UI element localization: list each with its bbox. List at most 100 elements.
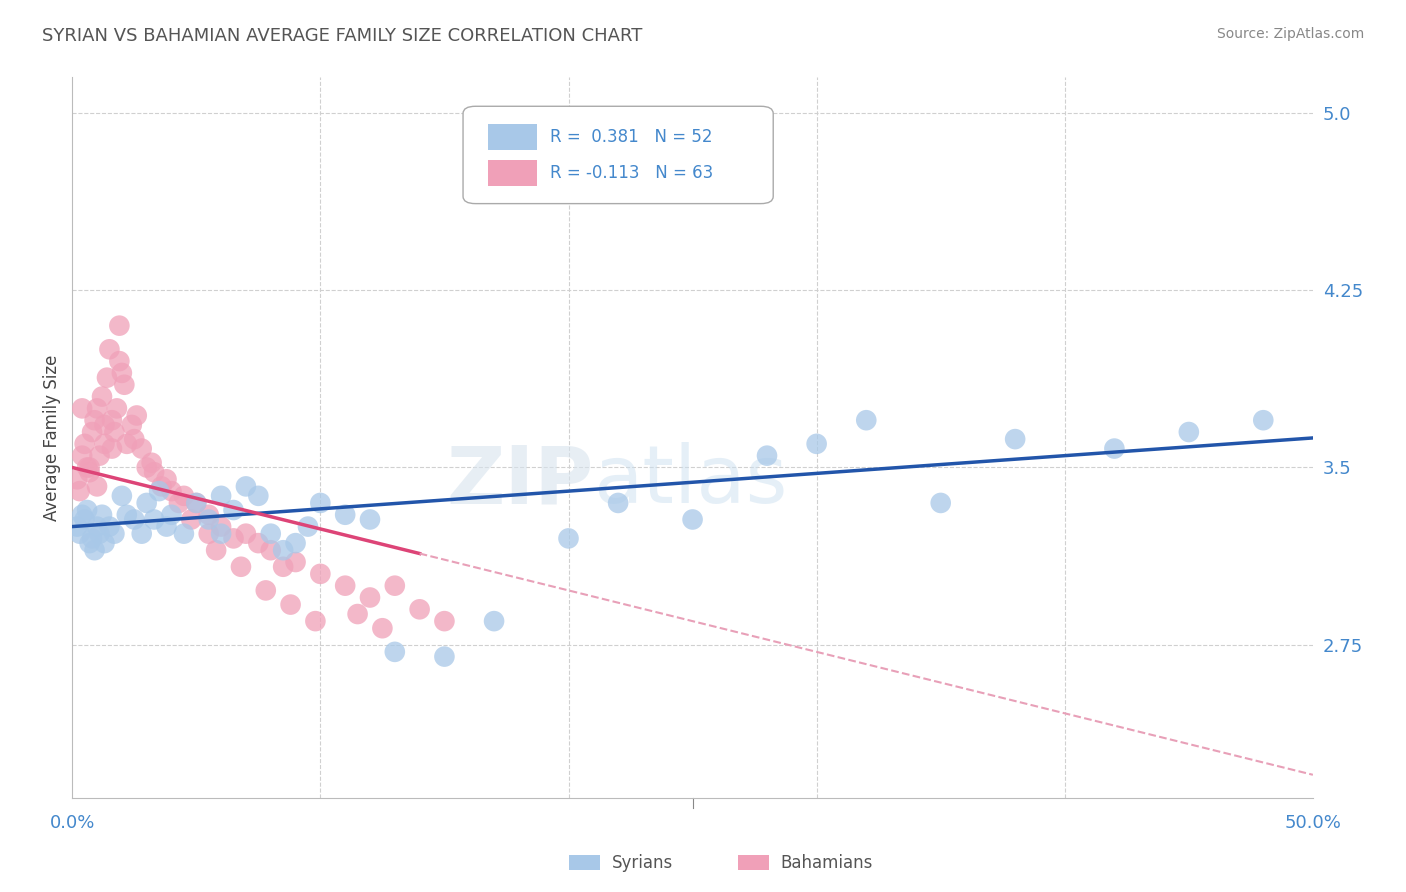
Point [141,456,163,470]
Point [186,496,208,510]
Point [335,508,357,522]
Point [359,512,381,526]
Point [98,519,121,533]
Point [79,460,101,475]
Point [135,460,157,475]
Point [83,413,105,427]
Text: Syrians: Syrians [612,854,673,871]
Bar [488,161,537,186]
Point [91,508,114,522]
Point [280,598,302,612]
Point [180,512,202,526]
Point [271,543,294,558]
Point [73,512,96,526]
Point [66,519,89,533]
Point [160,508,183,522]
Point [69,484,91,499]
Point [79,465,101,479]
Point [101,413,124,427]
Point [148,484,170,499]
Point [173,526,195,541]
Point [108,354,131,368]
FancyBboxPatch shape [463,106,773,203]
Point [69,526,91,541]
Point [254,583,277,598]
Point [205,543,228,558]
Point [271,559,294,574]
Point [115,508,138,522]
Point [143,465,166,479]
Point [335,579,357,593]
Point [682,512,704,526]
Point [1178,425,1201,439]
Point [98,343,121,357]
Point [155,519,177,533]
Point [86,401,108,416]
Point [167,496,190,510]
Point [433,614,456,628]
Point [160,484,183,499]
Point [433,649,456,664]
Point [408,602,430,616]
Point [86,479,108,493]
Point [297,519,319,533]
Point [91,390,114,404]
Point [806,437,828,451]
Point [131,526,153,541]
Point [309,496,332,510]
Point [122,432,145,446]
Text: Source: ZipAtlas.com: Source: ZipAtlas.com [1216,27,1364,41]
Text: R = -0.113   N = 63: R = -0.113 N = 63 [550,163,713,182]
Point [284,555,307,569]
Point [371,621,394,635]
Point [222,503,245,517]
Point [143,512,166,526]
Point [384,579,406,593]
Point [260,526,283,541]
Point [186,496,208,510]
Point [73,437,96,451]
Point [66,472,89,486]
Point [756,449,779,463]
Bar [488,124,537,150]
Point [557,532,579,546]
Point [135,496,157,510]
Text: ZIP: ZIP [446,442,593,520]
Point [1104,442,1126,456]
Point [197,526,219,541]
Point [83,543,105,558]
Point [108,318,131,333]
Point [122,512,145,526]
Point [855,413,877,427]
Point [121,417,143,432]
Point [111,489,134,503]
Point [247,536,270,550]
Point [70,401,93,416]
Point [929,496,952,510]
Point [247,489,270,503]
Y-axis label: Average Family Size: Average Family Size [44,355,60,521]
Point [150,479,173,493]
Text: R =  0.381   N = 52: R = 0.381 N = 52 [550,128,713,146]
Point [260,543,283,558]
Point [93,536,115,550]
Point [384,645,406,659]
Point [89,449,111,463]
Point [80,425,103,439]
Point [1004,432,1026,446]
Point [235,526,257,541]
Text: SYRIAN VS BAHAMIAN AVERAGE FAMILY SIZE CORRELATION CHART: SYRIAN VS BAHAMIAN AVERAGE FAMILY SIZE C… [42,27,643,45]
Point [112,377,135,392]
Point [346,607,368,621]
Point [96,370,118,384]
Point [76,503,98,517]
Point [229,559,252,574]
Text: atlas: atlas [593,442,787,520]
Point [173,489,195,503]
Point [70,449,93,463]
Point [103,526,125,541]
Point [197,508,219,522]
Point [309,566,332,581]
Point [209,489,232,503]
Point [125,409,148,423]
